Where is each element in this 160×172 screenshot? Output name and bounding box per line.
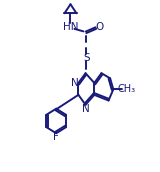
Text: HN: HN [63,22,78,32]
Text: N: N [82,104,89,114]
Text: CH₃: CH₃ [117,84,136,94]
Text: S: S [83,53,90,63]
Text: O: O [95,22,103,32]
Text: N: N [71,78,78,88]
Text: F: F [53,132,59,142]
